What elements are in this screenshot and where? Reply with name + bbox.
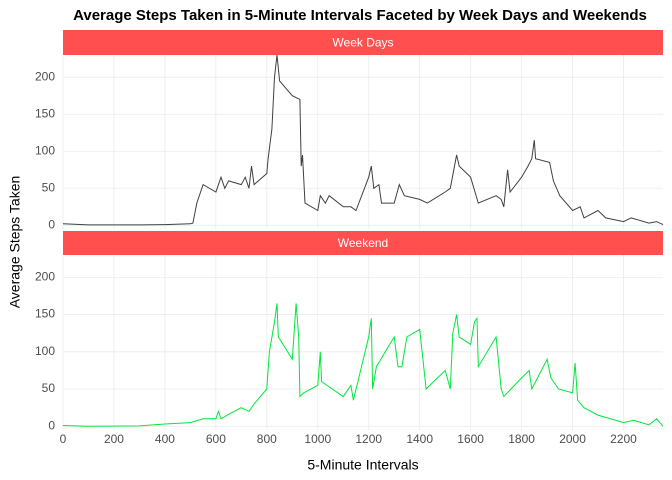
x-tick-label: 600 [206,432,226,446]
strip [63,231,663,255]
y-tick-label: 150 [35,106,55,120]
x-tick-label: 0 [60,432,67,446]
y-tick-label: 100 [35,143,55,157]
y-tick-label: 50 [42,381,56,395]
x-tick-label: 1800 [508,432,535,446]
x-axis-label: 5-Minute Intervals [307,457,418,473]
x-tick-label: 1000 [304,432,331,446]
line [62,303,664,427]
x-tick-label: 200 [104,432,124,446]
x-tick-label: 1200 [355,432,382,446]
y-tick-label: 200 [35,270,55,284]
x-tick-label: 2000 [559,432,586,446]
x-tick-label: 1600 [457,432,484,446]
x-tick-label: 1400 [406,432,433,446]
y-tick-label: 0 [48,217,55,231]
y-axis-label: Average Steps Taken [7,176,23,309]
x-tick-label: 2200 [610,432,637,446]
strip-label: Week Days [332,36,393,50]
y-tick-label: 100 [35,344,55,358]
x-tick-label: 400 [155,432,175,446]
chart-title: Average Steps Taken in 5-Minute Interval… [73,7,647,24]
strip [63,30,663,55]
strip-label: Weekend [338,236,388,250]
y-tick-label: 200 [35,69,55,83]
y-tick-label: 0 [48,418,55,432]
x-tick-label: 800 [257,432,277,446]
y-tick-label: 150 [35,307,55,321]
line [62,54,664,226]
y-tick-label: 50 [42,180,56,194]
